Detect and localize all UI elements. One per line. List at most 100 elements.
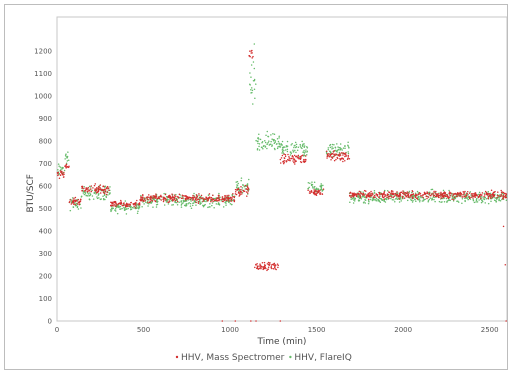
data-point xyxy=(209,203,211,205)
data-point xyxy=(106,191,108,194)
data-point xyxy=(362,193,364,195)
data-point xyxy=(259,264,262,267)
data-point xyxy=(105,187,108,190)
data-point xyxy=(260,267,262,269)
data-point xyxy=(340,158,342,160)
data-point xyxy=(435,195,438,198)
data-point xyxy=(313,187,315,189)
data-point xyxy=(180,206,183,208)
data-point xyxy=(331,146,333,148)
data-point xyxy=(502,193,505,196)
data-point xyxy=(333,153,335,155)
data-point xyxy=(235,193,238,196)
data-point xyxy=(217,202,220,204)
data-point xyxy=(358,190,361,193)
data-point xyxy=(227,198,229,201)
data-point xyxy=(449,199,451,202)
data-point xyxy=(275,268,277,271)
data-point xyxy=(79,200,82,203)
data-point xyxy=(175,198,177,200)
data-point xyxy=(120,201,122,203)
data-point xyxy=(431,198,434,201)
data-point xyxy=(210,200,212,203)
data-points xyxy=(56,43,507,322)
data-point xyxy=(67,159,70,162)
data-point xyxy=(340,152,343,154)
data-point xyxy=(253,43,256,45)
data-point xyxy=(382,193,384,196)
data-point xyxy=(230,203,233,206)
data-point xyxy=(319,189,321,192)
data-point xyxy=(498,197,501,199)
data-point xyxy=(448,196,451,198)
data-point xyxy=(418,192,421,194)
data-point xyxy=(198,194,200,197)
data-point xyxy=(473,201,476,204)
data-point xyxy=(79,198,82,201)
data-point xyxy=(231,199,234,202)
data-point xyxy=(227,201,230,204)
data-point xyxy=(167,201,169,204)
data-point xyxy=(252,61,255,63)
data-point xyxy=(124,200,127,202)
data-point xyxy=(459,191,461,194)
data-point xyxy=(475,198,478,200)
data-point xyxy=(271,145,273,147)
data-point xyxy=(171,195,174,197)
data-point xyxy=(286,148,289,151)
data-point xyxy=(249,72,251,74)
data-point xyxy=(333,159,336,162)
data-point xyxy=(88,189,90,191)
data-point xyxy=(313,190,316,192)
data-point xyxy=(207,206,209,209)
data-point xyxy=(375,193,378,196)
data-point xyxy=(446,200,449,202)
x-tick-label: 0 xyxy=(55,326,59,334)
data-point xyxy=(120,202,123,205)
data-point xyxy=(495,201,497,203)
data-point xyxy=(313,185,316,188)
data-point xyxy=(454,192,457,195)
data-point xyxy=(375,197,378,200)
data-point xyxy=(183,204,186,207)
data-point xyxy=(109,186,111,188)
data-point xyxy=(490,195,492,198)
data-point xyxy=(416,198,419,200)
data-point xyxy=(300,161,303,164)
data-point xyxy=(189,202,192,205)
data-point xyxy=(148,196,150,199)
data-point xyxy=(329,154,331,156)
data-point xyxy=(502,225,505,228)
data-point xyxy=(408,192,410,194)
data-point xyxy=(338,146,340,149)
data-point xyxy=(415,200,417,202)
data-point xyxy=(156,197,159,200)
data-point xyxy=(202,200,204,202)
data-point xyxy=(119,208,121,210)
data-point xyxy=(469,191,472,193)
data-point xyxy=(169,196,171,199)
data-point xyxy=(315,189,317,192)
data-point xyxy=(328,155,331,158)
data-point xyxy=(412,193,415,195)
data-point xyxy=(264,146,267,148)
data-point xyxy=(455,195,458,198)
data-point xyxy=(268,144,271,146)
data-point xyxy=(236,184,239,187)
data-point xyxy=(282,152,284,154)
data-point xyxy=(364,199,367,201)
data-point xyxy=(249,55,251,58)
data-point xyxy=(327,154,330,157)
data-point xyxy=(154,200,157,203)
data-point xyxy=(261,140,264,143)
data-point xyxy=(129,208,132,211)
data-point xyxy=(92,198,95,200)
data-point xyxy=(295,160,297,162)
data-point xyxy=(153,195,155,197)
data-point xyxy=(284,149,287,151)
data-point xyxy=(342,160,344,163)
data-point xyxy=(247,187,250,190)
data-point xyxy=(104,190,107,193)
data-point xyxy=(320,184,322,187)
data-point xyxy=(170,199,173,202)
